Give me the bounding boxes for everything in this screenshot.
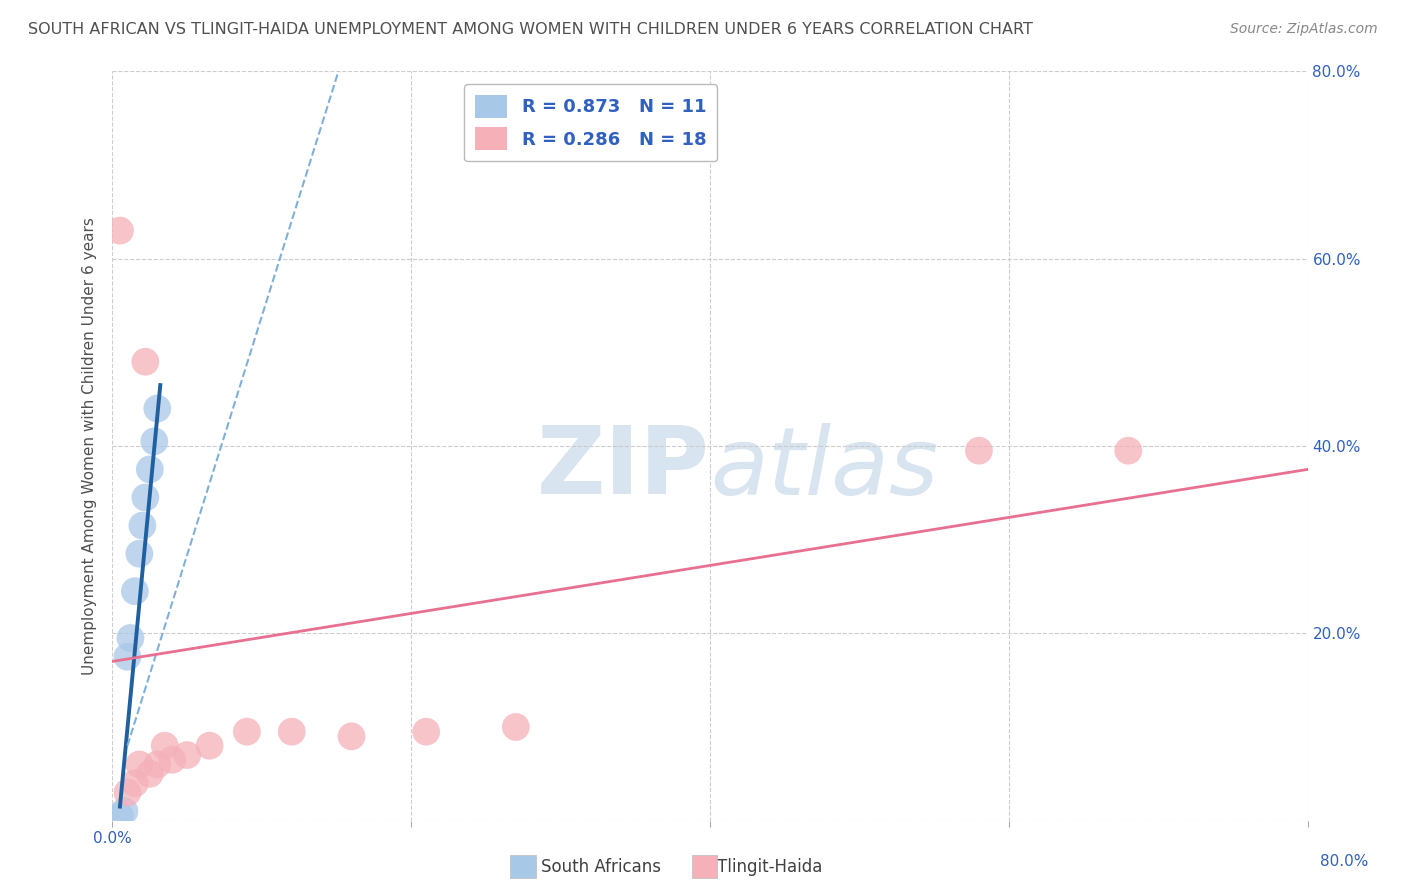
- Text: South Africans: South Africans: [541, 858, 661, 876]
- Point: [108, 223, 131, 237]
- Point: [162, 753, 183, 767]
- Point: [124, 776, 146, 790]
- Point: [128, 757, 150, 772]
- Point: [176, 747, 198, 762]
- Point: [236, 724, 259, 739]
- Point: [415, 724, 437, 739]
- Point: [139, 767, 162, 781]
- Point: [128, 547, 150, 561]
- Text: Source: ZipAtlas.com: Source: ZipAtlas.com: [1230, 22, 1378, 37]
- Point: [967, 443, 990, 458]
- Point: [146, 757, 169, 772]
- Point: [1118, 443, 1140, 458]
- Point: [117, 786, 139, 800]
- Text: 80.0%: 80.0%: [1320, 855, 1368, 870]
- Point: [143, 434, 166, 449]
- Point: [108, 809, 131, 823]
- Point: [117, 649, 139, 664]
- Point: [340, 730, 363, 744]
- Point: [139, 462, 162, 476]
- Text: SOUTH AFRICAN VS TLINGIT-HAIDA UNEMPLOYMENT AMONG WOMEN WITH CHILDREN UNDER 6 YE: SOUTH AFRICAN VS TLINGIT-HAIDA UNEMPLOYM…: [28, 22, 1033, 37]
- Text: Tlingit-Haida: Tlingit-Haida: [717, 858, 823, 876]
- Point: [134, 491, 156, 505]
- Text: atlas: atlas: [710, 423, 938, 514]
- Legend: R = 0.873   N = 11, R = 0.286   N = 18: R = 0.873 N = 11, R = 0.286 N = 18: [464, 84, 717, 161]
- Point: [134, 355, 156, 369]
- Point: [505, 720, 527, 734]
- Point: [120, 631, 142, 645]
- Y-axis label: Unemployment Among Women with Children Under 6 years: Unemployment Among Women with Children U…: [82, 217, 97, 675]
- Point: [146, 401, 169, 416]
- Text: ZIP: ZIP: [537, 423, 710, 515]
- Point: [131, 518, 153, 533]
- Point: [153, 739, 176, 753]
- Point: [124, 584, 146, 599]
- Point: [198, 739, 221, 753]
- Point: [114, 805, 135, 819]
- Point: [281, 724, 304, 739]
